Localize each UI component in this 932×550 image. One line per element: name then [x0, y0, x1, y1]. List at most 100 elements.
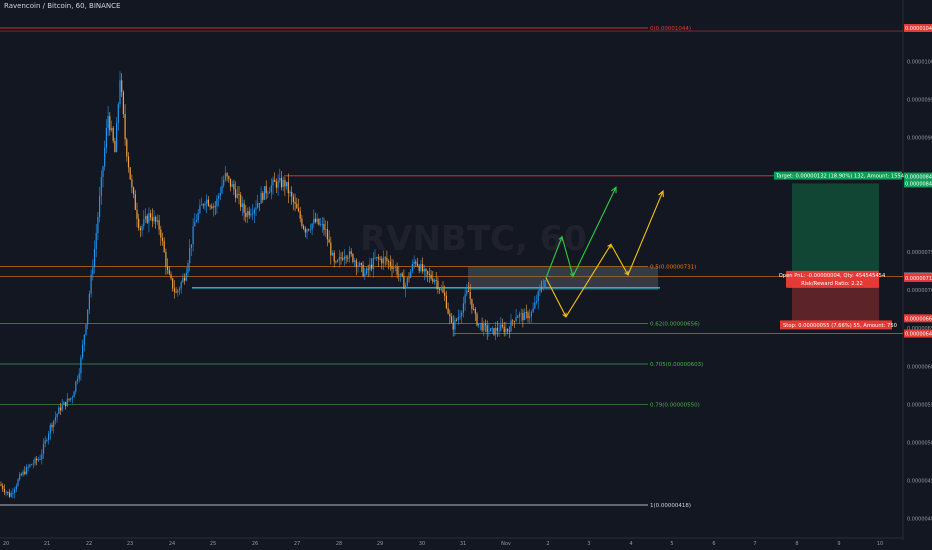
candle-body: [498, 330, 500, 332]
candle-body: [71, 397, 73, 399]
candle-body: [433, 279, 436, 282]
candle: [452, 315, 454, 337]
x-tick-label: 23: [127, 541, 133, 547]
candle-body: [235, 189, 237, 198]
candle-body: [167, 266, 169, 271]
candle: [54, 411, 56, 425]
candle-body: [95, 233, 97, 249]
candle: [134, 190, 136, 211]
candle-body: [211, 206, 213, 209]
candle: [314, 212, 317, 224]
candle-body: [405, 285, 407, 289]
x-tick-label: 8: [795, 541, 798, 547]
candle-body: [76, 378, 79, 382]
candle-body: [53, 420, 55, 428]
candle-body: [209, 205, 211, 207]
candle: [238, 185, 240, 205]
candle: [212, 203, 215, 217]
candle: [435, 272, 437, 290]
candle: [391, 258, 393, 278]
candle: [260, 186, 262, 204]
candle-body: [116, 122, 118, 153]
candle-body: [518, 313, 521, 317]
candle-body: [384, 257, 386, 259]
candle-body: [534, 302, 536, 309]
candle-body: [411, 263, 413, 272]
candle-body: [428, 274, 430, 275]
candle-body: [83, 334, 85, 345]
candle-body: [418, 265, 420, 271]
candle: [102, 165, 104, 188]
x-tick-label: 4: [629, 541, 632, 547]
candle: [372, 252, 374, 278]
candle: [338, 249, 340, 268]
candle: [462, 296, 464, 318]
y-tick-label: 0.00000950: [907, 98, 932, 104]
candle: [447, 302, 449, 315]
projection-arrow-green-mid-head: [569, 272, 575, 278]
candle: [76, 375, 79, 385]
candle-body: [389, 261, 391, 266]
candle-body: [243, 203, 245, 213]
candle-body: [10, 493, 12, 497]
candle-body: [364, 273, 366, 277]
candle-body: [46, 440, 48, 441]
candle-body: [415, 261, 417, 264]
candle: [406, 276, 408, 288]
candle: [328, 230, 330, 243]
candle-body: [269, 192, 271, 194]
candle: [258, 203, 260, 212]
y-tick-label: 0.00000550: [907, 402, 932, 408]
candle: [532, 302, 534, 313]
candle-body: [201, 204, 203, 206]
fib-level-label: 0.79(0.00000550): [650, 402, 700, 408]
candle: [216, 194, 218, 214]
candle: [163, 237, 165, 253]
candle-body: [362, 264, 364, 277]
price-tag: 0.00000716: [905, 276, 932, 282]
candle: [44, 436, 46, 448]
candle-body: [90, 274, 92, 294]
candle: [158, 214, 160, 236]
candle-body: [221, 185, 223, 193]
candle: [31, 463, 33, 466]
candle-body: [280, 178, 283, 188]
candle-body: [422, 264, 424, 272]
candle: [386, 250, 388, 265]
candle: [93, 240, 96, 274]
candle-body: [68, 398, 70, 400]
candle-body: [333, 252, 335, 262]
candle: [219, 186, 221, 201]
candle-body: [110, 127, 113, 131]
candle: [350, 248, 352, 257]
candle-body: [257, 203, 259, 208]
candle-body: [474, 308, 476, 314]
candle: [240, 191, 242, 211]
candle: [379, 256, 381, 261]
candle-body: [423, 268, 425, 272]
candle-body: [486, 325, 488, 332]
candle: [381, 256, 383, 270]
candle: [148, 207, 150, 233]
candle-body: [99, 196, 101, 217]
candle-body: [347, 257, 349, 259]
candle: [197, 209, 199, 224]
projection-arrow-yellow-mid-head: [624, 270, 629, 276]
candle: [483, 320, 485, 337]
candle: [139, 225, 141, 238]
candle: [505, 321, 507, 336]
candle-body: [522, 313, 524, 321]
candle-body: [398, 274, 400, 276]
candle-body: [143, 219, 145, 227]
candle-body: [495, 327, 497, 335]
candle-body: [478, 323, 480, 326]
candle-body: [296, 203, 298, 209]
candle: [337, 259, 339, 263]
candle-body: [537, 291, 539, 302]
candle: [364, 268, 366, 281]
candle: [316, 213, 318, 225]
candle-body: [425, 268, 427, 272]
candle-body: [248, 211, 250, 216]
